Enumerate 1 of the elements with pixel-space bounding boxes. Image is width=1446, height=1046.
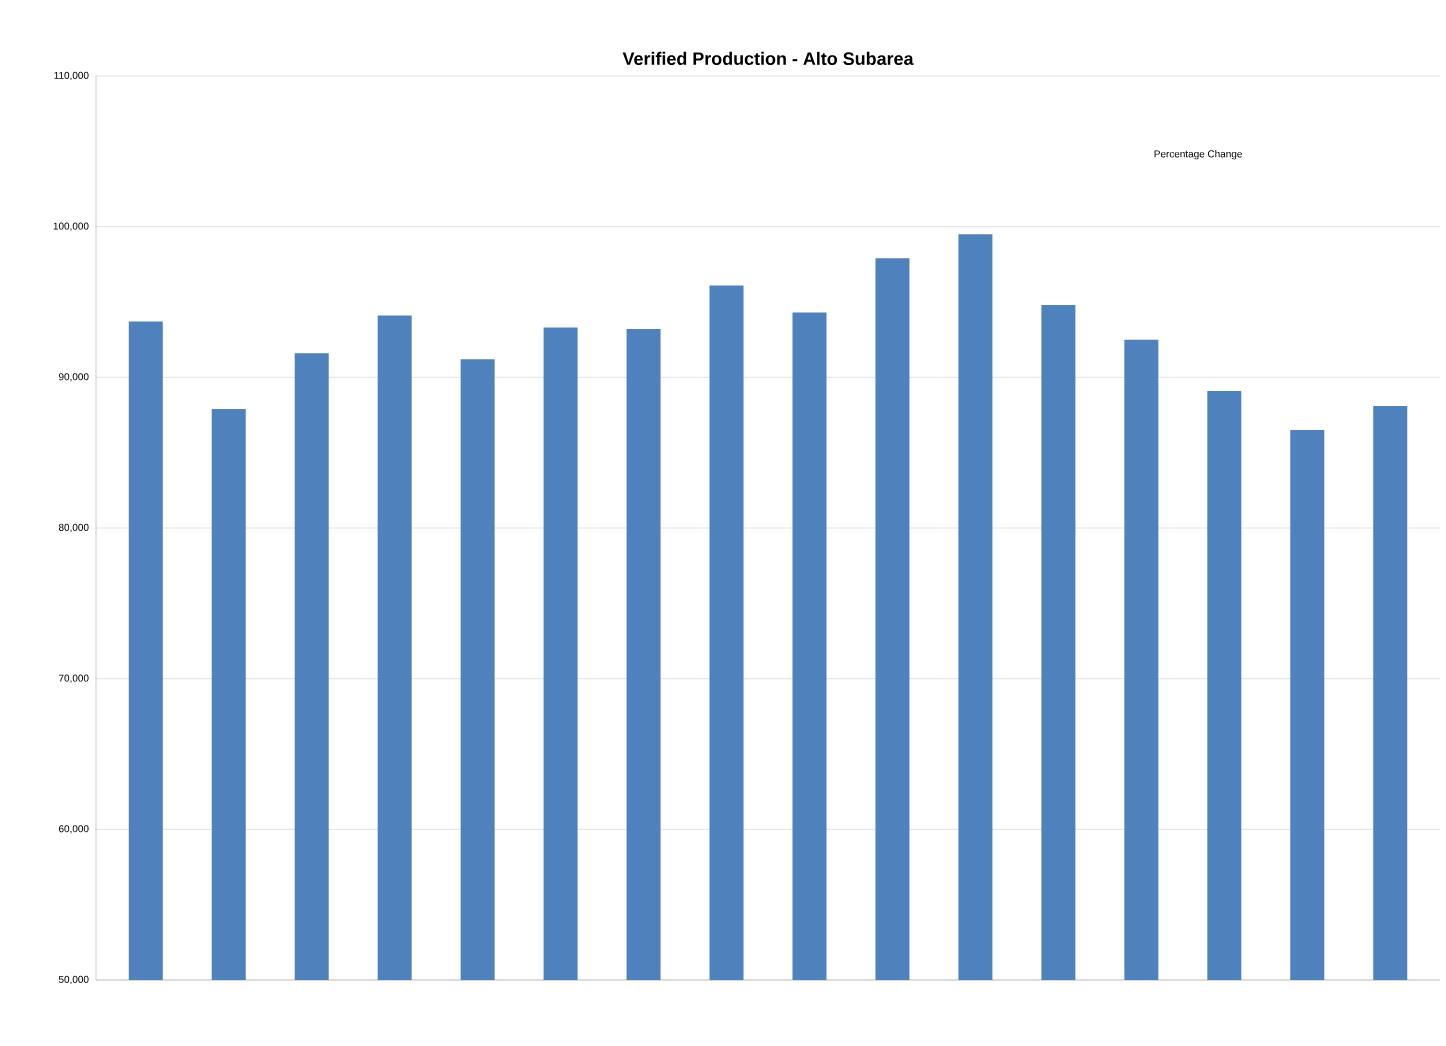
chart-title: Verified Production - Alto Subarea — [622, 51, 914, 66]
